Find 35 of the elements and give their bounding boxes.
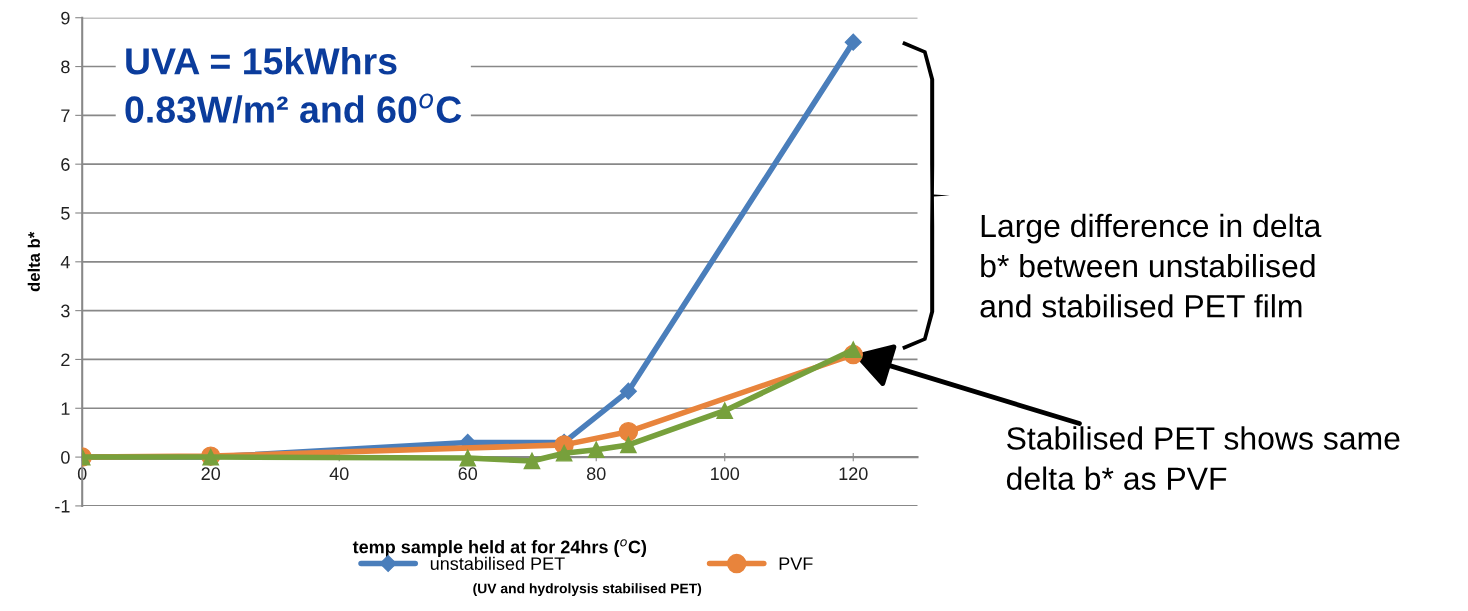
text: (UV and hydrolysis stabilised PET) [473,583,702,597]
y-tick-label: 8 [61,60,70,74]
y-tick-label: 6 [61,158,70,171]
y-tick-label: 3 [61,304,70,318]
x-tick-label: 20 [201,467,221,481]
point [555,444,573,462]
y-tick-label: 1 [61,402,70,415]
y-tick-label: 0 [61,451,70,464]
y-tick-label: 4 [60,255,70,269]
y-tick-label: 5 [61,207,70,220]
y-tick-label: 7 [61,109,70,122]
y-axis-title: delta b* [27,231,40,292]
annotation: Stabilised PET shows same delta b* as PVF [1006,426,1400,490]
annotation: UVA = 15kWhrs 0.83W/m² and 60$^{o}$C [125,47,462,124]
x-tick-label: 80 [586,467,606,481]
y-tick-label: 2 [61,353,70,366]
x-axis-title: temp sample held at for 24hrs ($^{o}$C) [352,539,647,557]
legend-label: unstabilised PET [430,556,565,571]
x-tick-label: 60 [458,467,478,481]
legend-label: PVF [779,557,813,570]
y-tick-label: -1 [55,500,70,513]
point [618,421,639,442]
point [459,449,477,467]
y-tick-label: 9 [61,11,70,25]
text: Large difference in delta b* between unstabilised and stabilised PET film [980,213,1322,318]
point [523,452,541,470]
point [619,382,637,400]
point [587,441,605,459]
point [844,341,862,359]
point [844,33,862,51]
x-tick-label: 100 [711,467,740,481]
point [716,402,734,420]
x-tick-label: 120 [839,467,868,481]
point [620,436,637,454]
x-tick-label: 40 [329,467,349,481]
